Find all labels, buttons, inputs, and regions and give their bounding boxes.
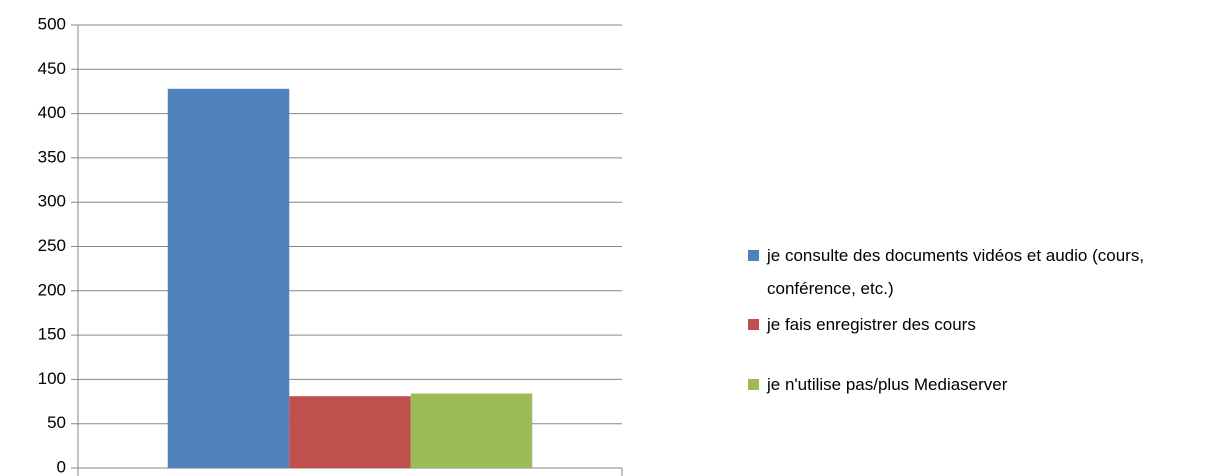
y-tick-label: 100 [38, 369, 66, 388]
legend-label: je n'utilise pas/plus Mediaserver [767, 375, 1008, 394]
legend-swatch [748, 250, 759, 261]
bar [410, 393, 533, 468]
y-tick-label: 450 [38, 59, 66, 78]
y-tick-label: 300 [38, 192, 66, 211]
legend-swatch [748, 379, 759, 390]
bar [289, 396, 411, 468]
y-tick-label: 50 [47, 413, 66, 432]
chart: 0 50 100 150 200 250 300 350 400 450 500 [38, 14, 623, 476]
legend-label: je fais enregistrer des cours [767, 315, 976, 334]
y-tick-label: 0 [57, 457, 66, 476]
legend-swatch [748, 319, 759, 330]
legend-item: je fais enregistrer des cours [748, 308, 1228, 341]
legend-item: je n'utilise pas/plus Mediaserver [748, 368, 1228, 401]
y-tick-label: 400 [38, 103, 66, 122]
y-tick-label: 500 [38, 14, 66, 33]
legend-item: je consulte des documents vidéos et audi… [748, 239, 1228, 305]
legend-label: je consulte des documents vidéos et audi… [767, 246, 1145, 298]
y-tick-label: 150 [38, 325, 66, 344]
y-tick-label: 350 [38, 147, 66, 166]
y-tick-label: 200 [38, 280, 66, 299]
y-tick-label: 250 [38, 236, 66, 255]
bar [167, 88, 290, 469]
